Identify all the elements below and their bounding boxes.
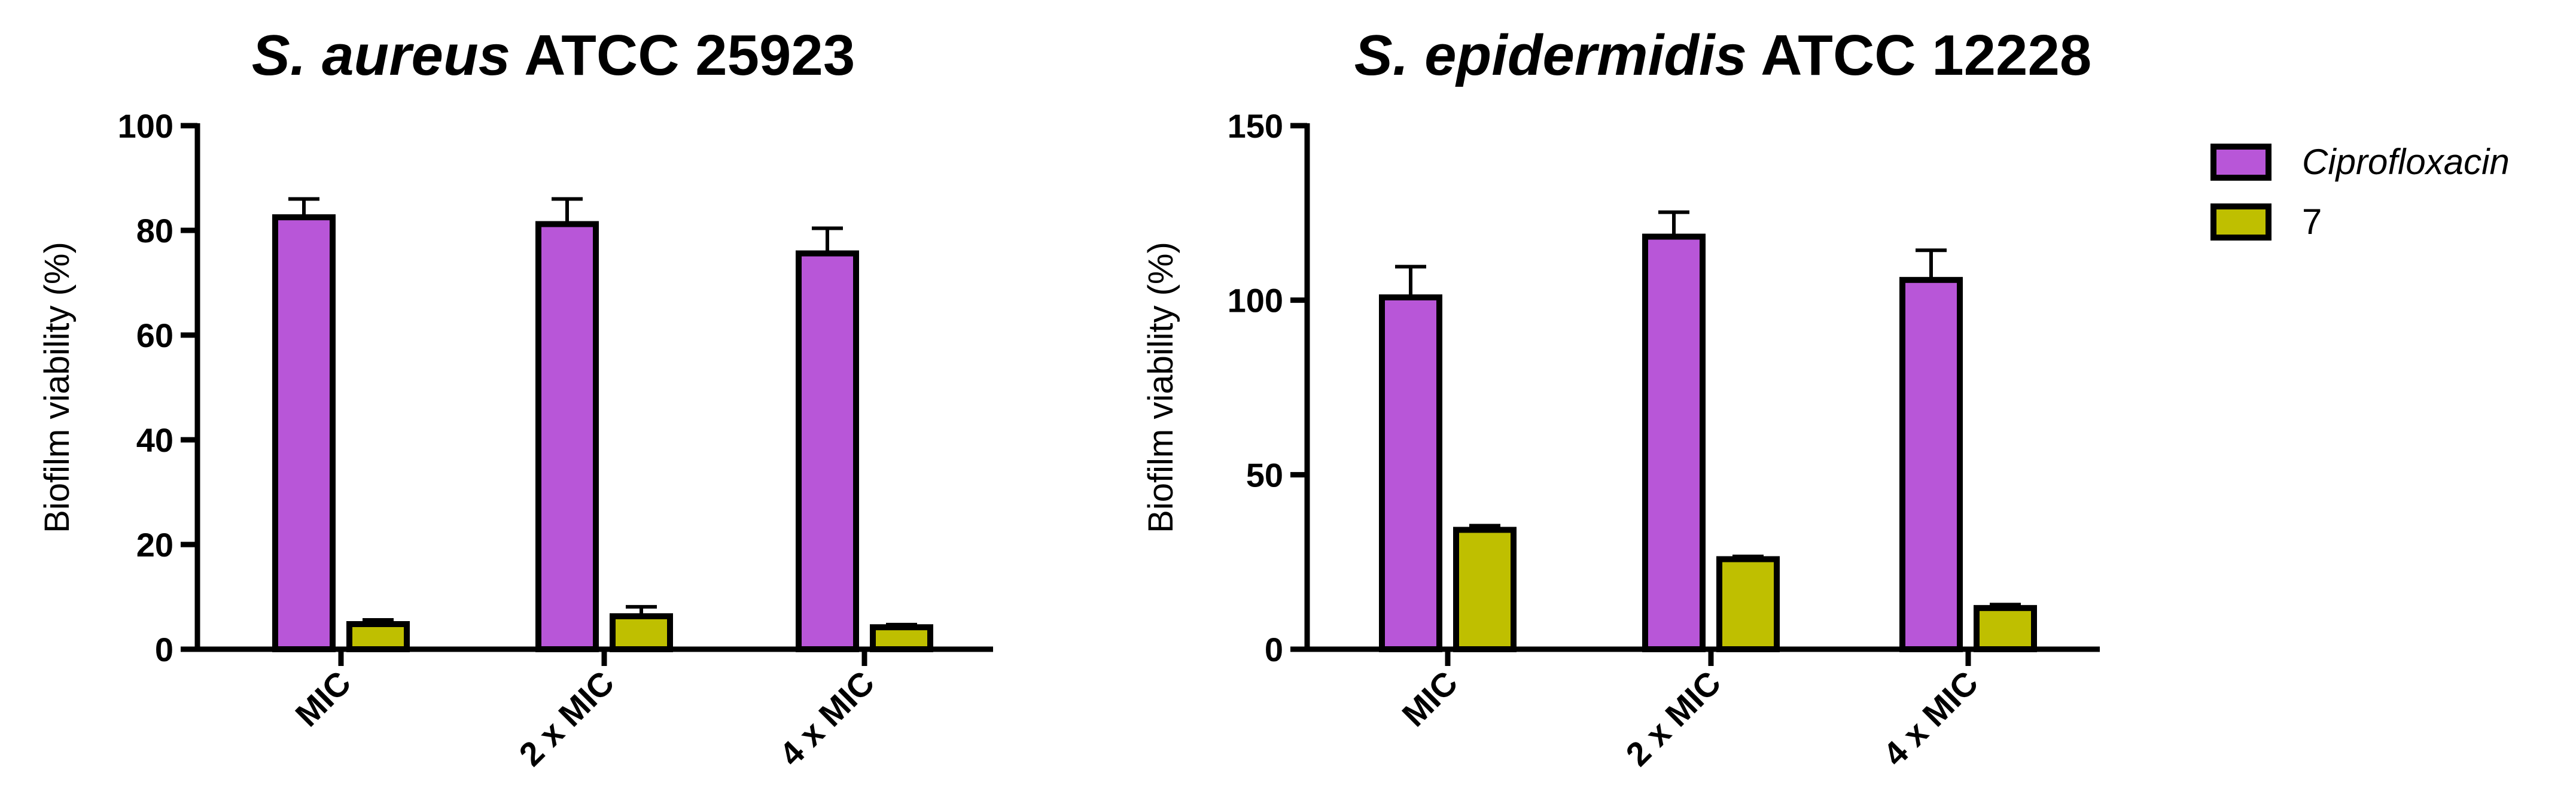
y-tick-label: 40 — [136, 421, 173, 459]
chart-title-species: S. epidermidis — [1354, 23, 1747, 87]
legend-swatch-ciprofloxacin — [2210, 144, 2271, 181]
y-tick-label: 100 — [118, 107, 173, 145]
y-tick-label: 150 — [1228, 107, 1283, 145]
y-tick-label: 100 — [1228, 282, 1283, 320]
y-axis-label: Biofilm viability (%) — [38, 242, 77, 533]
bar-ciprofloxacin-mic — [272, 214, 336, 652]
chart-panel-s-epidermidis: S. epidermidis ATCC 12228 Biofilm viabili… — [1141, 23, 2100, 773]
chart-title-species: S. aureus — [252, 23, 510, 87]
bar-7-4-x-mic — [1974, 605, 2037, 653]
y-tick-label: 60 — [136, 317, 173, 354]
legend-swatch-7 — [2210, 203, 2271, 241]
legend-item-ciprofloxacin: Ciprofloxacin — [2210, 142, 2510, 182]
chart-title: S. aureus ATCC 25923 — [252, 23, 855, 87]
x-tick-label-2-x-mic: 2 x MIC — [1618, 664, 1728, 773]
bar-ciprofloxacin-4-x-mic — [1899, 276, 1963, 653]
chart-title-strain: ATCC 25923 — [510, 23, 855, 87]
chart-title: S. epidermidis ATCC 12228 — [1354, 23, 2091, 87]
legend-label-ciprofloxacin: Ciprofloxacin — [2302, 142, 2510, 182]
x-tick-label-4-x-mic: 4 x MIC — [1875, 664, 1985, 773]
x-tick-label-mic: MIC — [1394, 664, 1464, 734]
y-tick-label: 50 — [1246, 456, 1283, 494]
bar-7-mic — [346, 621, 410, 652]
x-tick-label-mic: MIC — [288, 664, 358, 734]
y-tick-label: 80 — [136, 212, 173, 250]
x-tick-label-4-x-mic: 4 x MIC — [772, 664, 881, 773]
x-tick-label-2-x-mic: 2 x MIC — [511, 664, 621, 773]
legend: Ciprofloxacin 7 — [2210, 142, 2510, 242]
y-tick-label: 20 — [136, 526, 173, 564]
y-tick-label: 0 — [155, 631, 173, 668]
bar-7-2-x-mic — [610, 613, 673, 652]
bar-ciprofloxacin-mic — [1379, 294, 1442, 652]
y-axis-label: Biofilm viability (%) — [1141, 242, 1180, 533]
bar-ciprofloxacin-2-x-mic — [1642, 233, 1706, 652]
legend-label-7: 7 — [2302, 202, 2322, 242]
bar-7-2-x-mic — [1716, 556, 1780, 652]
y-tick-label: 0 — [1265, 631, 1283, 668]
bar-7-mic — [1453, 527, 1517, 652]
legend-item-7: 7 — [2210, 202, 2322, 242]
bar-ciprofloxacin-2-x-mic — [535, 221, 599, 652]
bar-7-4-x-mic — [870, 624, 933, 652]
bar-ciprofloxacin-4-x-mic — [796, 250, 859, 652]
chart-panel-s-aureus: S. aureus ATCC 25923 Biofilm viability (%… — [38, 23, 993, 773]
chart-title-strain: ATCC 12228 — [1747, 23, 2091, 87]
